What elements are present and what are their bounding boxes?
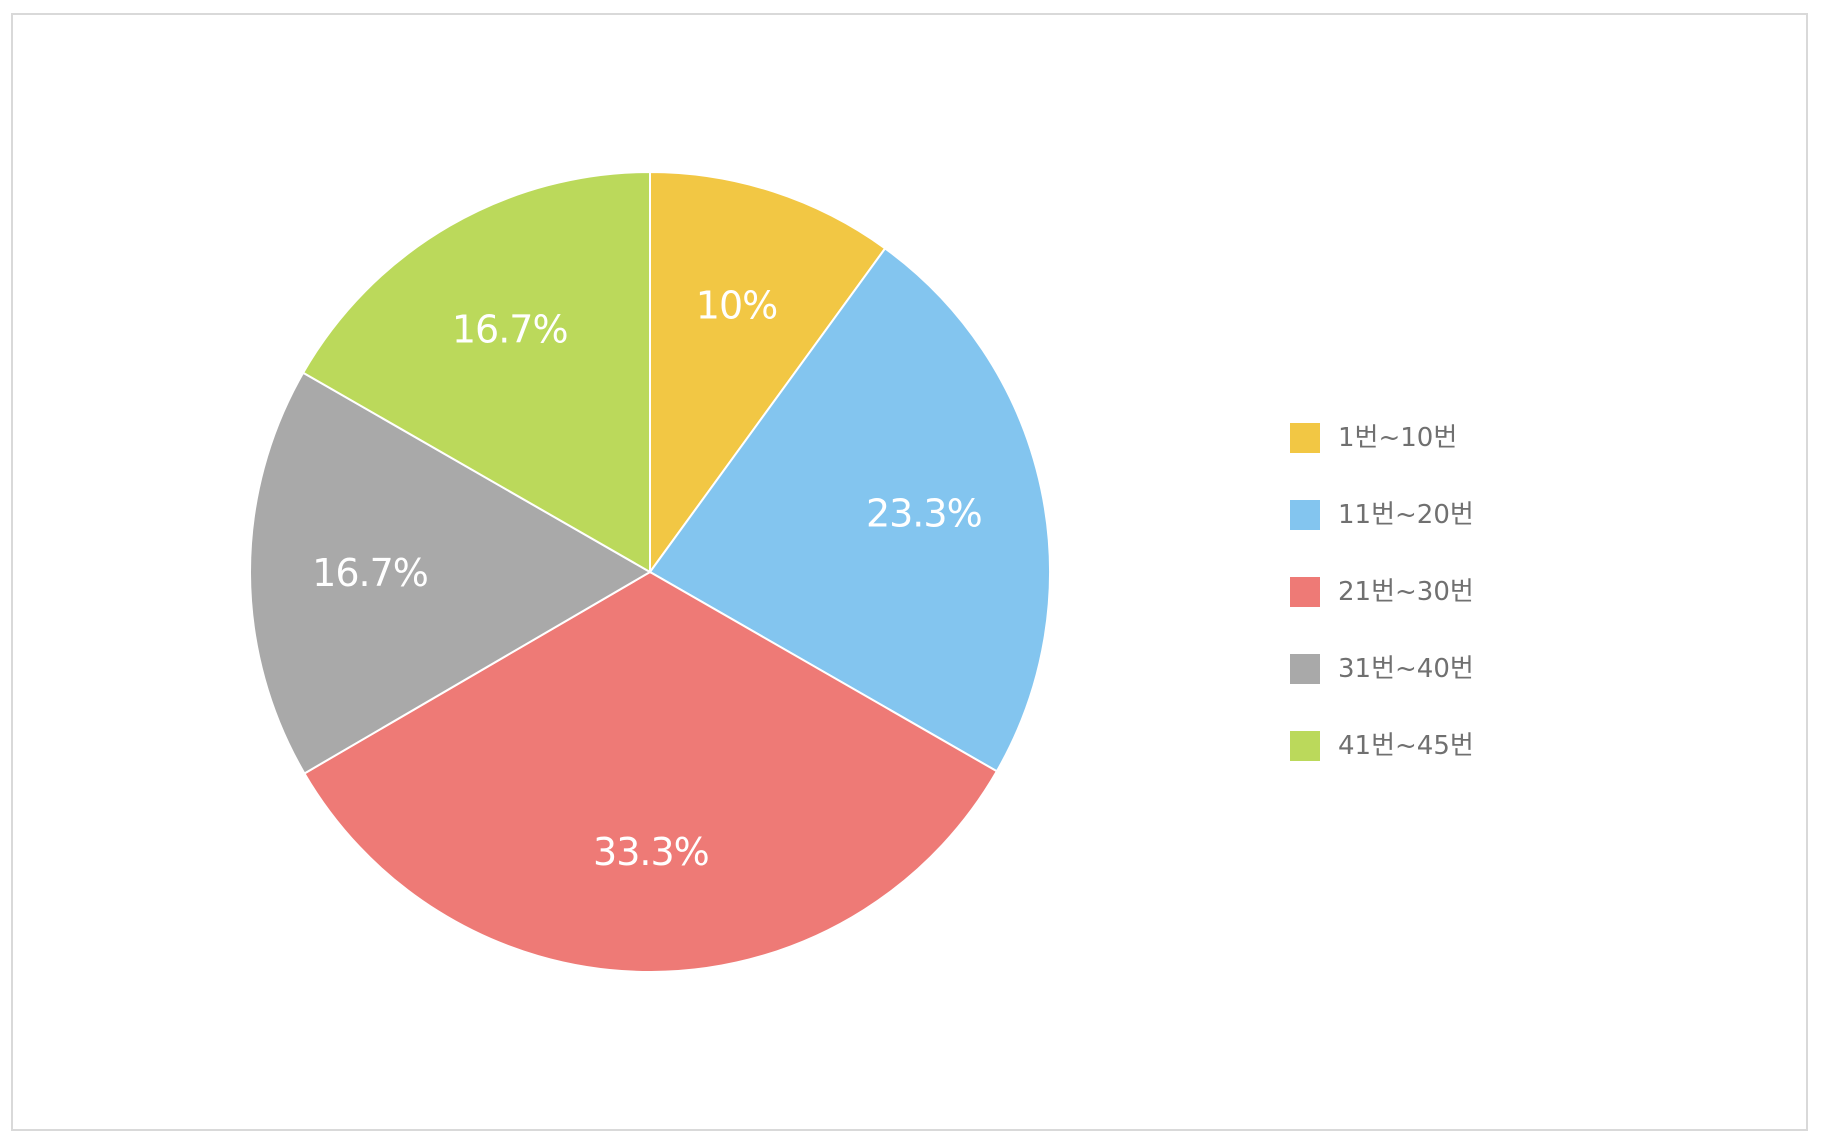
legend-label: 21번~30번 [1338, 577, 1474, 607]
legend-item: 21번~30번 [1290, 577, 1474, 607]
pie-slice-1 [649, 170, 887, 576]
slice-value-label: 10% [696, 284, 777, 328]
slice-value-label: 23.3% [866, 491, 982, 535]
pie-slice-4 [249, 371, 652, 775]
slice-value-label: 16.7% [452, 308, 568, 352]
slice-value-label: 16.7% [312, 551, 428, 595]
chart-legend: 1번~10번 11번~20번 21번~30번 31번~40번 41번~45번 [1290, 423, 1474, 761]
legend-label: 31번~40번 [1338, 654, 1474, 684]
pie-slice-3 [303, 570, 999, 973]
legend-swatch [1290, 577, 1320, 607]
pie-slices [249, 170, 1051, 973]
legend-label: 1번~10번 [1338, 423, 1457, 453]
legend-item: 41번~45번 [1290, 731, 1474, 761]
pie-slice-2 [648, 246, 1051, 773]
legend-swatch [1290, 731, 1320, 761]
legend-swatch [1290, 500, 1320, 530]
legend-label: 41번~45번 [1338, 731, 1474, 761]
legend-item: 1번~10번 [1290, 423, 1457, 453]
slice-value-label: 33.3% [593, 830, 709, 874]
legend-label: 11번~20번 [1338, 500, 1474, 530]
legend-item: 31번~40번 [1290, 654, 1474, 684]
pie-slice-5 [301, 170, 651, 574]
legend-item: 11번~20번 [1290, 500, 1474, 530]
legend-swatch [1290, 654, 1320, 684]
legend-swatch [1290, 423, 1320, 453]
pie-slice-labels: 10% 23.3% 33.3% 16.7% 16.7% [312, 284, 983, 874]
